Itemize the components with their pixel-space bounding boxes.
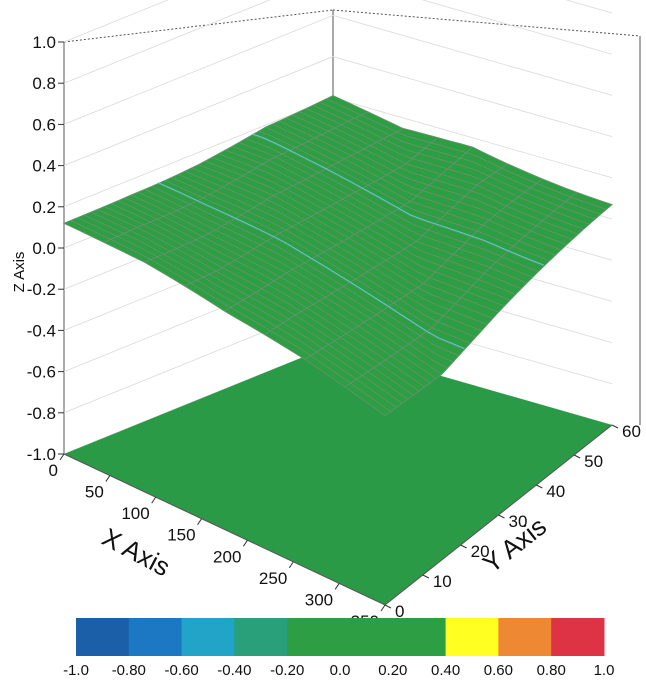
colorbar (76, 618, 605, 656)
colorbar-segment (234, 618, 288, 656)
z-tick-label: 0.6 (32, 115, 56, 134)
x-tick-label: 200 (213, 547, 241, 566)
back-top-right-edge (332, 9, 641, 37)
contour-line (158, 182, 465, 349)
y-tick-mark (611, 424, 619, 429)
x-tick-mark (59, 453, 65, 461)
colorbar-segment (498, 618, 552, 656)
x-tick-label: 150 (167, 526, 195, 545)
z-tick-label: 1.0 (32, 33, 56, 52)
x-axis-ticks: 050100150200250300350 (49, 453, 386, 631)
colorbar-tick-label: 0.40 (431, 662, 460, 679)
z-tick-label: -0.6 (27, 363, 56, 382)
surface-mesh (62, 95, 614, 417)
y-tick-label: 50 (584, 452, 603, 471)
y-tick-label: 30 (509, 512, 528, 531)
colorbar-tick-label: 0.80 (537, 662, 566, 679)
z-tick-label: -0.2 (27, 280, 56, 299)
z-tick-label: 0.8 (32, 74, 56, 93)
wall-gridline (63, 14, 613, 125)
colorbar-tick-label: 1.0 (594, 662, 615, 679)
surface-mesh-lines (63, 95, 613, 416)
x-tick-label: 300 (305, 590, 333, 609)
x-tick-mark (380, 604, 386, 612)
wall-gridline (63, 0, 613, 43)
y-tick-mark (536, 484, 543, 489)
colorbar-segment (128, 618, 183, 656)
mesh-line (304, 178, 543, 360)
contour-line (252, 133, 545, 266)
x-tick-label: 50 (85, 483, 104, 502)
z-tick-label: -0.4 (27, 321, 56, 340)
colorbar-segment (551, 618, 605, 656)
surface-contour-lines (158, 133, 545, 349)
mesh-line (63, 95, 334, 224)
y-axis-ticks: 0 10 20 30 40 50 60 (384, 422, 641, 621)
wall-gridline (63, 56, 613, 166)
z-tick-label: 0.2 (32, 198, 56, 217)
colorbar-tick-label: 0.20 (378, 662, 407, 679)
y-tick-mark (460, 544, 467, 549)
y-tick-label: 60 (622, 422, 641, 441)
x-tick-mark (151, 496, 157, 504)
colorbar-segment (445, 618, 499, 656)
y-tick-label: 20 (471, 542, 490, 561)
x-tick-mark (288, 561, 294, 569)
mesh-line (103, 111, 369, 243)
colorbar-tick-label: -1.0 (63, 662, 89, 679)
colorbar-segment (76, 618, 130, 656)
front-left-edge (63, 453, 386, 606)
wall-gridline (63, 0, 613, 84)
mesh-line (264, 163, 508, 335)
y-tick-label: 40 (546, 482, 565, 501)
z-tick-label: 0.0 (32, 239, 56, 258)
colorbar-segment (392, 618, 447, 656)
x-tick-mark (105, 475, 111, 482)
mesh-line (184, 137, 438, 287)
colorbar-tick-label: 0.60 (484, 662, 513, 679)
x-tick-label: 250 (259, 569, 287, 588)
colorbar-labels: -1.0 -0.80 -0.60 -0.40 -0.20 0.0 0.20 0.40 0.60 0… (63, 662, 614, 679)
y-tick-mark (422, 574, 430, 579)
y-tick-label: 10 (433, 572, 452, 591)
z-axis-title: Z Axis (11, 252, 28, 293)
mesh-line (224, 146, 473, 312)
colorbar-tick-label: 0.0 (330, 662, 351, 679)
y-tick-mark (573, 454, 581, 459)
back-top-left-edge (63, 9, 334, 43)
colorbar-tick-label: -0.20 (270, 662, 304, 679)
colorbar-tick-label: -0.40 (217, 662, 251, 679)
mesh-line (344, 192, 578, 388)
colorbar-segment (181, 618, 235, 656)
z-tick-label: -1.0 (27, 445, 56, 464)
colorbar-tick-label: -0.80 (112, 662, 146, 679)
floor-projection (64, 345, 612, 605)
colorbar-segment (287, 618, 341, 656)
colorbar-tick-label: -0.60 (164, 662, 198, 679)
mesh-line (384, 204, 613, 416)
z-tick-label: -0.8 (27, 404, 56, 423)
x-tick-mark (243, 540, 248, 547)
z-tick-label: 0.4 (32, 157, 56, 176)
z-axis-ticks: 1.0 0.8 0.6 0.4 0.2 0.0 -0.2 -0.4 -0.6 -0.8 -1.0 (27, 33, 64, 464)
x-axis-title: X Axis (97, 522, 175, 582)
x-tick-mark (334, 583, 340, 590)
y-tick-mark (384, 604, 392, 609)
x-tick-mark (197, 518, 202, 525)
y-tick-label: 0 (395, 602, 404, 621)
mesh-line (144, 128, 403, 263)
colorbar-segment (340, 618, 394, 656)
x-tick-label: 100 (121, 504, 149, 523)
y-tick-mark (498, 514, 505, 519)
x-tick-label: 0 (49, 461, 58, 480)
